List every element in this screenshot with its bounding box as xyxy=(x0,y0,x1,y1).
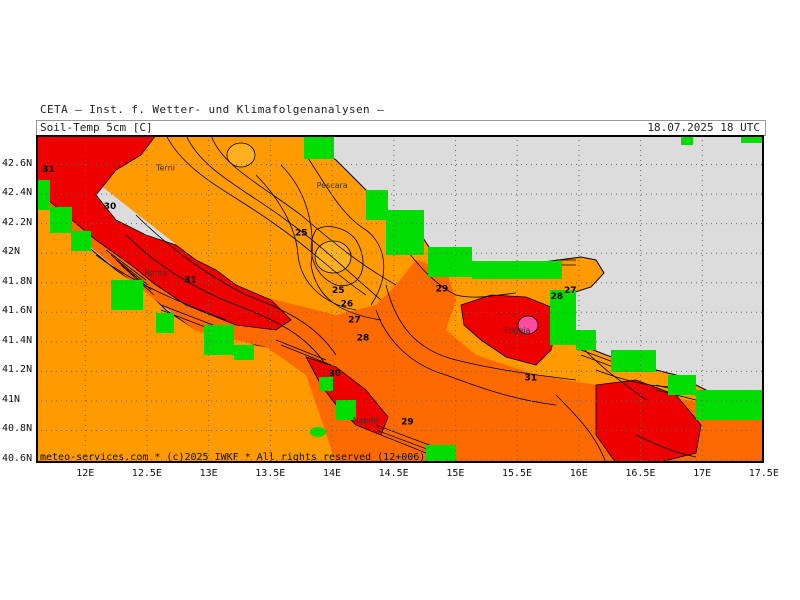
lon-tick-label: 16E xyxy=(569,468,588,479)
contour-label: 30 xyxy=(104,202,117,212)
contour-label: 28 xyxy=(550,292,563,302)
lon-tick-label: 12.5E xyxy=(131,468,162,479)
contour-label: 27 xyxy=(348,316,361,326)
contour-label: 29 xyxy=(401,418,414,428)
contour-label: 28 xyxy=(357,333,370,343)
contour-label: 31 xyxy=(525,373,538,383)
lon-tick-label: 15.5E xyxy=(501,468,533,479)
lat-tick-label: 40.6N xyxy=(2,453,33,465)
contour-label: 31 xyxy=(42,165,55,175)
lon-tick-label: 17E xyxy=(693,468,712,479)
lat-tick-label: 42.2N xyxy=(2,216,33,228)
lon-tick-label: 16.5E xyxy=(625,468,656,479)
cool-pocket-north xyxy=(226,142,256,168)
map-frame xyxy=(36,135,764,463)
lat-tick-label: 41.6N xyxy=(2,305,33,317)
contour-label: 26 xyxy=(341,299,354,309)
hot-spot xyxy=(517,315,539,335)
lon-tick-label: 13.5E xyxy=(255,468,286,479)
lat-tick-label: 41.8N xyxy=(2,275,33,287)
place-label: Pescara xyxy=(317,181,348,190)
place-label: Napoli xyxy=(353,416,378,425)
contour-label: 25 xyxy=(332,286,345,296)
lon-tick-label: 12E xyxy=(76,468,95,479)
warm-area-west xyxy=(36,135,292,331)
no-data-patches xyxy=(36,135,764,463)
lon-tick-label: 15E xyxy=(446,468,465,479)
contour-label: 31 xyxy=(184,276,197,286)
variable-label: Soil-Temp 5cm [C] xyxy=(40,121,153,134)
place-label: Foggia xyxy=(504,326,531,335)
mid-temperature-area xyxy=(36,190,764,463)
lat-tick-label: 42.6N xyxy=(2,157,33,169)
lat-tick-label: 40.8N xyxy=(2,423,33,435)
lat-tick-label: 41N xyxy=(2,393,21,405)
warm-area-foggia xyxy=(460,294,557,366)
contour-label: 30 xyxy=(328,369,341,379)
contour-label: 25 xyxy=(295,228,308,238)
place-label: Terni xyxy=(155,163,175,172)
place-label: Roma xyxy=(144,268,167,277)
contour-label: 27 xyxy=(564,286,577,296)
datetime-label: 18.07.2025 18 UTC xyxy=(647,121,760,134)
lon-tick-label: 17.5E xyxy=(748,468,779,479)
lat-tick-label: 42N xyxy=(2,246,21,258)
lat-tick-label: 42.4N xyxy=(2,187,33,199)
lon-tick-label: 14E xyxy=(322,468,342,479)
credit-text: meteo-services.com * (c)2025 IWKF * All … xyxy=(40,452,426,463)
lat-tick-label: 41.2N xyxy=(2,364,33,376)
lon-tick-label: 14.5E xyxy=(378,468,409,479)
lat-tick-label: 41.4N xyxy=(2,334,33,346)
contour-label: 29 xyxy=(436,285,449,295)
cool-pocket-abruzzo xyxy=(314,240,352,274)
lon-tick-label: 13E xyxy=(199,468,218,479)
organization-title: CETA — Inst. f. Wetter- und Klimafolgena… xyxy=(40,103,385,116)
place-labels: Terni Pescara Roma Foggia Napoli xyxy=(144,163,530,425)
